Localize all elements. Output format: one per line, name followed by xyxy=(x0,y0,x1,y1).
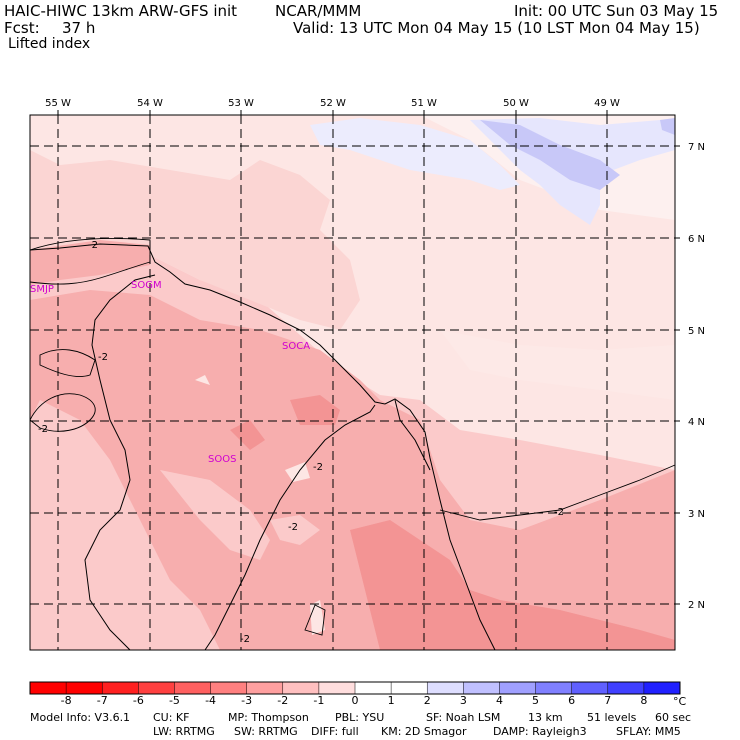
colorbar-swatch xyxy=(607,682,645,694)
contour-label: -2 xyxy=(313,462,323,473)
station-label-soca: SOCA xyxy=(282,341,310,352)
forecast-hours: 37 h xyxy=(62,19,96,37)
contour-label: -2 xyxy=(288,522,298,533)
sf-scheme: SF: Noah LSM xyxy=(426,711,501,724)
colorbar-tick-label: 1 xyxy=(387,694,395,707)
contour-label: -2 xyxy=(88,240,98,251)
model-version: Model Info: V3.6.1 xyxy=(30,711,131,724)
time-step: 60 sec xyxy=(655,711,692,724)
station-label-smjp: SMJP xyxy=(30,284,54,295)
shaded-field xyxy=(30,115,675,650)
station-label-soos: SOOS xyxy=(208,454,236,465)
colorbar-tick-label: -4 xyxy=(205,694,217,707)
lat-label: 2 N xyxy=(688,600,705,611)
damp-setting: DAMP: Rayleigh3 xyxy=(493,725,587,738)
colorbar-tick-label: 4 xyxy=(495,694,503,707)
colorbar-tick-label: 8 xyxy=(640,694,648,707)
contour-labels: -2 -2 -2 -2 -2 -2 -2 xyxy=(38,240,564,645)
lat-label: 7 N xyxy=(688,142,705,153)
lon-label: 49 W xyxy=(594,98,620,109)
colorbar-tick-label: 3 xyxy=(459,694,467,707)
lat-label: 6 N xyxy=(688,234,705,245)
field-name: Lifted index xyxy=(8,36,91,52)
colorbar-swatch xyxy=(282,682,320,694)
lon-label: 55 W xyxy=(45,98,71,109)
colorbar-tick-label: -5 xyxy=(168,694,180,707)
lon-label: 50 W xyxy=(503,98,529,109)
colorbar-swatch xyxy=(391,682,428,694)
colorbar-tick-label: 7 xyxy=(604,694,612,707)
colorbar-swatch xyxy=(210,682,248,694)
colorbar-swatch xyxy=(355,682,392,694)
lon-label: 54 W xyxy=(137,98,163,109)
colorbar-tick-label: 6 xyxy=(568,694,576,707)
colorbar-swatch xyxy=(246,682,284,694)
valid-time: Valid: 13 UTC Mon 04 May 15 (10 LST Mon … xyxy=(293,19,700,37)
model-title: HAIC-HIWC 13km ARW-GFS init xyxy=(4,2,238,20)
mp-scheme: MP: Thompson xyxy=(228,711,309,724)
field-medium-red xyxy=(290,395,340,425)
forecast-label: Fcst: xyxy=(4,19,40,37)
lon-label: 51 W xyxy=(411,98,437,109)
map-frame xyxy=(29,114,676,651)
colorbar-swatch xyxy=(643,682,681,694)
init-time: Init: 00 UTC Sun 03 May 15 xyxy=(514,2,719,20)
contour-label: -2 xyxy=(98,352,108,363)
sflay-setting: SFLAY: MM5 xyxy=(616,725,681,738)
colorbar-swatch xyxy=(138,682,175,694)
colorbar-swatch xyxy=(427,682,464,694)
contour-label: -2 xyxy=(554,507,564,518)
sw-scheme: SW: RRTMG xyxy=(234,725,298,738)
colorbar-swatch xyxy=(535,682,573,694)
grid-spacing: 13 km xyxy=(528,711,563,724)
colorbar-tick-label: -8 xyxy=(60,694,72,707)
lat-lon-grid xyxy=(30,115,675,650)
vertical-levels: 51 levels xyxy=(587,711,637,724)
diff-setting: DIFF: full xyxy=(311,725,359,738)
colorbar xyxy=(29,681,681,695)
contour-lines xyxy=(29,238,676,636)
contour-label: -2 xyxy=(38,424,48,435)
colorbar-tick-label: -2 xyxy=(277,694,289,707)
colorbar-swatch xyxy=(499,682,537,694)
colorbar-swatch xyxy=(66,682,103,694)
field-light-blue xyxy=(480,120,620,190)
station-labels: SMJP SOGM SOCA SOOS xyxy=(30,280,310,465)
station-label-sogm: SOGM xyxy=(131,280,162,291)
lon-label: 53 W xyxy=(228,98,254,109)
cu-scheme: CU: KF xyxy=(153,711,190,724)
colorbar-tick-label: 0 xyxy=(351,694,359,707)
colorbar-tick-label: -7 xyxy=(96,694,108,707)
lat-label: 4 N xyxy=(688,417,705,428)
lw-scheme: LW: RRTMG xyxy=(153,725,215,738)
colorbar-tick-label: -6 xyxy=(132,694,144,707)
colorbar-swatch xyxy=(174,682,212,694)
lat-labels: 7 N 6 N 5 N 4 N 3 N 2 N xyxy=(688,142,705,611)
colorbar-tick-label: 5 xyxy=(532,694,540,707)
colorbar-swatch xyxy=(102,682,139,694)
colorbar-tick-label: 2 xyxy=(423,694,431,707)
colorbar-unit: °C xyxy=(673,695,687,708)
ncar-label: NCAR/MMM xyxy=(275,2,362,20)
field-pink xyxy=(30,290,675,650)
lat-label: 5 N xyxy=(688,326,705,337)
contour-label: -2 xyxy=(240,634,250,645)
field-pale-blue xyxy=(310,118,520,190)
lat-label: 3 N xyxy=(688,509,705,520)
pbl-scheme: PBL: YSU xyxy=(335,711,385,724)
colorbar-swatch xyxy=(571,682,609,694)
colorbar-tick-label: -3 xyxy=(241,694,253,707)
colorbar-swatch xyxy=(30,682,67,694)
km-setting: KM: 2D Smagor xyxy=(381,725,467,738)
colorbar-tick-label: -1 xyxy=(313,694,325,707)
axis-ticks xyxy=(57,110,680,605)
colorbar-swatch xyxy=(318,682,356,694)
lon-labels: 55 W 54 W 53 W 52 W 51 W 50 W 49 W xyxy=(45,98,620,109)
colorbar-swatch xyxy=(463,682,500,694)
lon-label: 52 W xyxy=(320,98,346,109)
